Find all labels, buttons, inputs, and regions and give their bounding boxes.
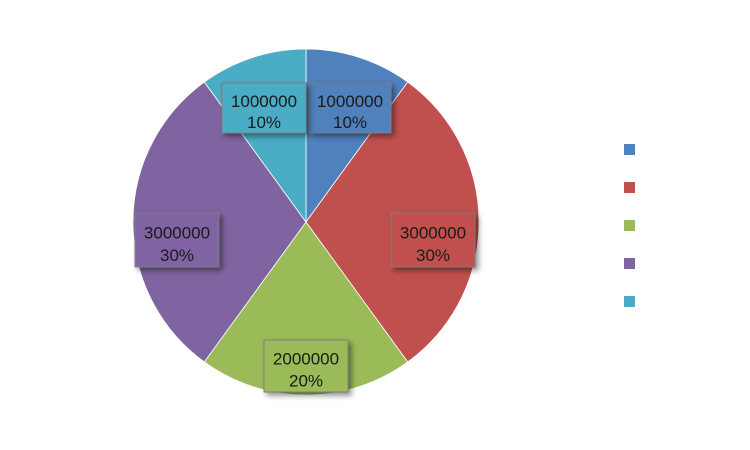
pie-data-labels: 1000000 10% 3000000 30% 2000000 20% 3000000 30%… (134, 82, 476, 393)
data-label-1: 1000000 10% (308, 82, 392, 134)
legend-item-5 (624, 296, 635, 307)
data-label-percent-3: 20% (289, 372, 323, 391)
legend-item-2 (624, 182, 635, 193)
data-label-value-5: 1000000 (231, 92, 297, 111)
data-label-value-1: 1000000 (317, 92, 383, 111)
legend-swatch-3 (624, 220, 635, 231)
data-label-2: 3000000 30% (390, 212, 476, 268)
data-label-5: 1000000 10% (221, 82, 307, 134)
legend-swatch-2 (624, 182, 635, 193)
data-label-box-5 (221, 82, 307, 134)
legend-swatch-4 (624, 258, 635, 269)
legend-swatch-1 (624, 144, 635, 155)
data-label-4: 3000000 30% (134, 212, 220, 268)
data-label-value-3: 2000000 (273, 350, 339, 369)
data-label-percent-1: 10% (333, 113, 367, 132)
data-label-box-4 (134, 212, 220, 268)
data-label-value-2: 3000000 (400, 223, 466, 242)
data-label-value-4: 3000000 (144, 223, 210, 242)
legend-item-1 (624, 144, 635, 155)
data-label-percent-4: 30% (160, 246, 194, 265)
legend-swatch-5 (624, 296, 635, 307)
data-label-percent-2: 30% (416, 246, 450, 265)
pie-slice-3 (203, 221, 409, 396)
data-label-box-2 (390, 212, 476, 268)
legend-item-3 (624, 220, 635, 231)
legend (624, 144, 635, 307)
data-label-3: 2000000 20% (263, 339, 349, 393)
legend-item-4 (624, 258, 635, 269)
data-label-box-1 (308, 82, 392, 134)
data-label-percent-5: 10% (247, 113, 281, 132)
data-label-box-3 (263, 339, 349, 393)
